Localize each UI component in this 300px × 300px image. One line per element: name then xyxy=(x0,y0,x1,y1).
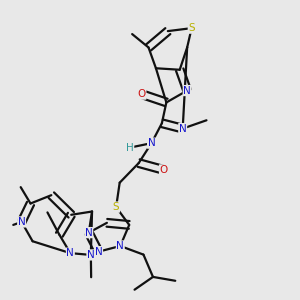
Text: N: N xyxy=(18,217,26,227)
Text: N: N xyxy=(148,138,155,148)
Text: N: N xyxy=(95,247,103,257)
Text: N: N xyxy=(87,250,95,260)
Text: N: N xyxy=(183,85,191,96)
Text: N: N xyxy=(179,124,187,134)
Text: N: N xyxy=(67,248,74,258)
Text: O: O xyxy=(160,165,168,175)
Text: N: N xyxy=(85,228,93,238)
Text: S: S xyxy=(113,202,119,212)
Text: H: H xyxy=(126,142,134,153)
Text: O: O xyxy=(138,89,146,99)
Text: S: S xyxy=(188,23,195,33)
Text: N: N xyxy=(116,241,124,251)
